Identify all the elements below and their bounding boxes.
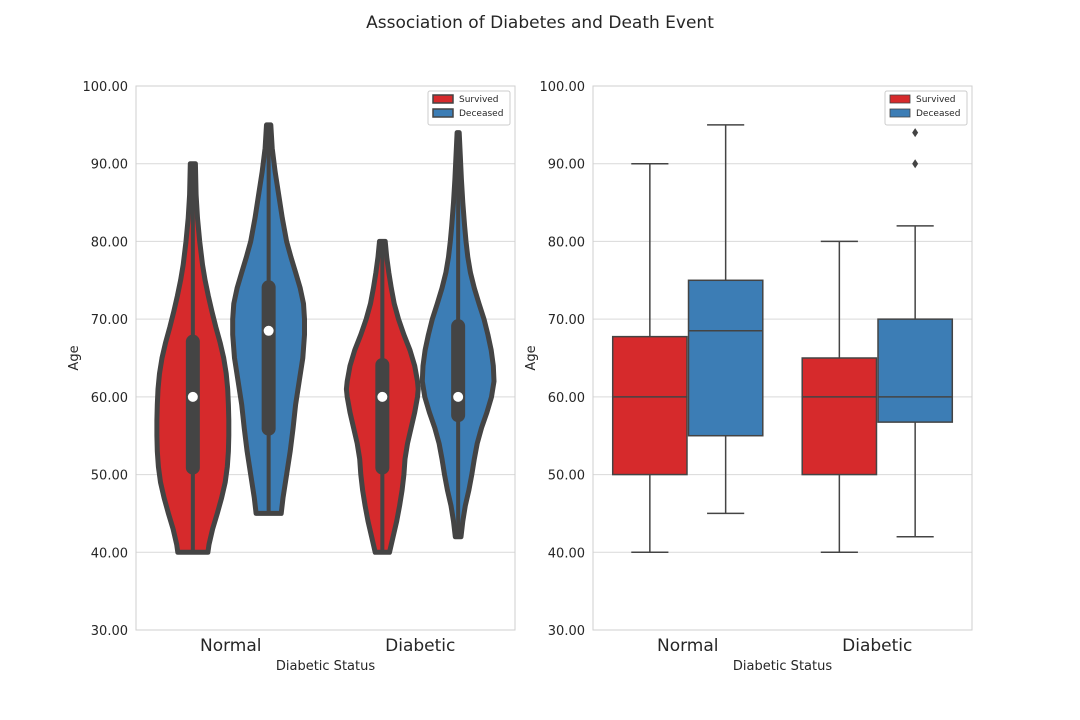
legend-swatch	[432, 94, 454, 104]
box-iqr	[801, 357, 878, 476]
marks	[154, 122, 497, 555]
y-tick-label: 90.00	[548, 158, 585, 173]
y-tick-label: 100.00	[540, 80, 586, 95]
y-tick-label: 70.00	[548, 313, 585, 328]
y-tick-label: 40.00	[91, 546, 128, 561]
x-tick-label: Normal	[200, 636, 262, 656]
y-tick-label: 100.00	[83, 80, 129, 95]
box-iqr	[687, 279, 764, 437]
x-axis-label: Diabetic Status	[276, 659, 375, 674]
box-iqr	[877, 318, 954, 423]
y-tick-label: 30.00	[548, 624, 585, 639]
y-tick-label: 40.00	[548, 546, 585, 561]
legend-swatch	[889, 108, 911, 118]
legend-label: Deceased	[916, 109, 960, 119]
legend-label: Survived	[459, 95, 499, 105]
marks	[611, 124, 954, 554]
y-tick-label: 50.00	[548, 469, 585, 484]
y-tick-label: 80.00	[91, 235, 128, 250]
x-tick-label: Diabetic	[842, 636, 912, 656]
violin-median-dot	[187, 391, 198, 402]
legend: Survived Deceased	[427, 90, 511, 126]
x-tick-label: Normal	[657, 636, 719, 656]
y-tick-label: 70.00	[91, 313, 128, 328]
y-tick-label: 60.00	[548, 391, 585, 406]
box-panel: 30.00 40.00 50.00 60.00 70.00 80.00 90.00 100.0…	[524, 80, 973, 674]
y-tick-label: 30.00	[91, 624, 128, 639]
y-axis-label: Age	[67, 345, 82, 370]
plot-frame	[135, 85, 516, 631]
y-tick-label: 60.00	[91, 391, 128, 406]
box-iqr	[611, 335, 688, 476]
violin-iqr-box	[261, 280, 276, 436]
legend-swatch	[889, 94, 911, 104]
legend-label: Deceased	[459, 109, 503, 119]
legend-label: Survived	[916, 95, 956, 105]
figure-title: Association of Diabetes and Death Event	[366, 13, 714, 33]
x-axis-label: Diabetic Status	[733, 659, 832, 674]
box-outlier	[912, 128, 919, 138]
violin-median-dot	[263, 325, 274, 336]
y-tick-label: 50.00	[91, 469, 128, 484]
box-outlier	[912, 159, 919, 169]
violin-panel: 30.00 40.00 50.00 60.00 70.00 80.00 90.00 100.0…	[67, 80, 516, 674]
y-tick-label: 90.00	[91, 158, 128, 173]
y-tick-label: 80.00	[548, 235, 585, 250]
legend-swatch	[432, 108, 454, 118]
violin-iqr-box	[375, 358, 390, 475]
plot-frame	[592, 85, 973, 631]
violin-median-dot	[453, 391, 464, 402]
violin-median-dot	[377, 391, 388, 402]
x-tick-label: Diabetic	[385, 636, 455, 656]
violin-iqr-box	[185, 334, 200, 475]
y-axis-label: Age	[524, 345, 539, 370]
legend: Survived Deceased	[884, 90, 968, 126]
violin-iqr-box	[451, 319, 466, 423]
